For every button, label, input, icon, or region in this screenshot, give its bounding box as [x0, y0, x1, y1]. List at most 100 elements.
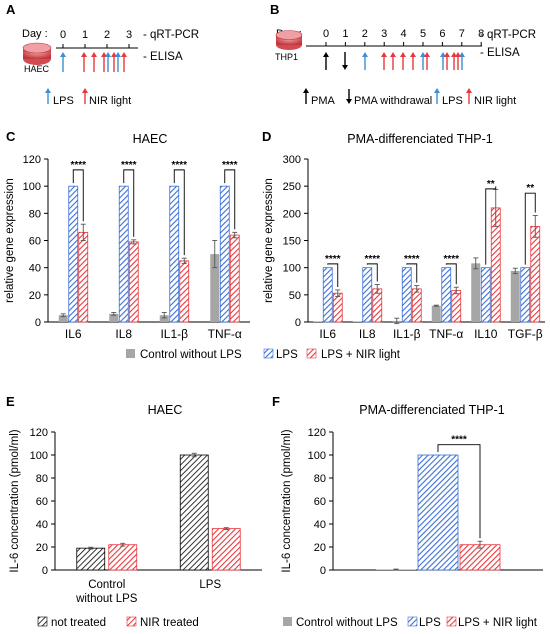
arrow-head: [424, 52, 430, 57]
timeline-day-label: 0: [323, 28, 329, 40]
significance-label: ****: [121, 160, 137, 171]
arrow-head: [400, 52, 406, 57]
legend-swatch-lps-nir: [446, 616, 457, 627]
bar: [417, 454, 459, 571]
x-category-label: TNF-α: [208, 327, 242, 341]
significance-label: ****: [99, 0, 115, 3]
nir-arrow-icon: [111, 52, 117, 72]
chart-d-thp1-gene-expression: PMA-differenciated THP-1 0 50 100 150 200 250 3…: [263, 132, 545, 341]
bar: [520, 267, 531, 323]
y-tick-label: 40: [36, 519, 48, 531]
bar: [352, 321, 362, 322]
y-tick-label: 40: [29, 263, 41, 275]
x-category-label: LPS: [199, 579, 221, 591]
chart-title: PMA-differenciated THP-1: [347, 132, 492, 146]
legend-swatch-nir-treated: [126, 616, 137, 627]
legend-cd-lps-nir: LPS + NIR light: [321, 349, 401, 361]
readout-qrtpcr-b: - qRT-PCR: [480, 29, 536, 41]
bracket-line: [437, 444, 481, 539]
timeline-day-label: 3: [126, 29, 132, 41]
bar: [471, 263, 481, 322]
x-category-label: IL8: [115, 327, 132, 341]
significance-bracket: **: [524, 183, 536, 265]
chart-title: PMA-differenciated THP-1: [359, 403, 504, 417]
legend-b-nir: NIR light: [474, 95, 516, 107]
bar: [510, 270, 520, 322]
timeline-day-label: 4: [401, 28, 407, 40]
chart-title: HAEC: [148, 403, 183, 417]
bar: [451, 290, 462, 323]
timeline-day-label: 5: [420, 28, 426, 40]
significance-label: ****: [404, 254, 420, 265]
significance-label: **: [526, 183, 534, 194]
chart-f-thp1-il6: PMA-differenciated THP-1 0 20 40 60 80 100 120 I…: [281, 403, 543, 577]
arrow-head: [455, 52, 461, 57]
arrow-head: [440, 52, 446, 57]
lps-arrow-icon: [105, 52, 111, 72]
bar: [411, 288, 422, 323]
bar: [128, 241, 139, 323]
arrow-head: [459, 52, 465, 57]
y-tick-label: 100: [308, 450, 326, 462]
bracket-line: [485, 186, 497, 265]
legend-b: PMA PMA withdrawal LPS NIR light: [303, 88, 516, 107]
arrow-head: [381, 52, 387, 57]
bracket-line: [445, 263, 457, 285]
panel-letter-e: E: [6, 394, 15, 409]
arrow-head: [444, 52, 450, 57]
timeline-day-label: 2: [362, 28, 368, 40]
legend-cd-control: Control without LPS: [140, 349, 242, 361]
y-tick-label: 120: [308, 427, 326, 439]
timeline-day-label: 3: [381, 28, 387, 40]
nir-arrow-icon: [381, 52, 387, 70]
bracket-line: [173, 169, 185, 256]
legend-f-control: Control without LPS: [296, 617, 398, 629]
arrow-head: [81, 52, 87, 57]
bar: [229, 234, 240, 323]
bar: [179, 260, 190, 323]
timeline-day-label: 1: [342, 28, 348, 40]
bar: [431, 305, 441, 322]
arrow-head: [60, 52, 66, 57]
bracket-line: [406, 263, 418, 283]
legend-b-withdrawal: PMA withdrawal: [354, 95, 432, 107]
y-tick-label: 120: [30, 427, 48, 439]
significance-label: ****: [70, 160, 86, 171]
arrow-head: [362, 52, 368, 57]
significance-bracket: ****: [121, 160, 137, 237]
legend-e-nir-treated: NIR treated: [140, 617, 199, 629]
x-category-label: IL10: [474, 327, 498, 341]
legend-cd-lps: LPS: [276, 349, 298, 361]
lps-arrow-icon: [459, 52, 465, 70]
culture-dish-icon: [22, 42, 52, 65]
bar: [169, 185, 180, 323]
bar: [332, 292, 343, 323]
significance-label: ****: [364, 254, 380, 265]
bar: [78, 231, 89, 323]
y-tick-label: 100: [283, 263, 301, 275]
bar: [322, 267, 333, 323]
timeline-day-label: 6: [439, 28, 445, 40]
pma-withdrawal-arrow-icon: [342, 52, 348, 70]
y-tick-label: 100: [30, 450, 48, 462]
bar: [372, 288, 383, 323]
legend-a: LPS NIR light: [45, 88, 131, 107]
nir-arrow-icon: [390, 52, 396, 70]
arrow-head: [410, 52, 416, 57]
legend-swatch-lps: [407, 616, 418, 627]
bracket-line: [224, 169, 236, 230]
bar: [313, 321, 323, 322]
culture-dish-icon: [275, 30, 303, 50]
y-tick-label: 60: [36, 496, 48, 508]
bar: [118, 185, 129, 323]
significance-label: ****: [222, 160, 238, 171]
nir-arrow-icon: [424, 52, 430, 70]
y-tick-label: 60: [314, 496, 326, 508]
nir-arrow-icon: [81, 52, 87, 72]
bracket-line: [524, 192, 536, 265]
bar: [108, 544, 138, 571]
arrow-head: [390, 52, 396, 57]
nir-arrow-icon: [101, 52, 107, 72]
